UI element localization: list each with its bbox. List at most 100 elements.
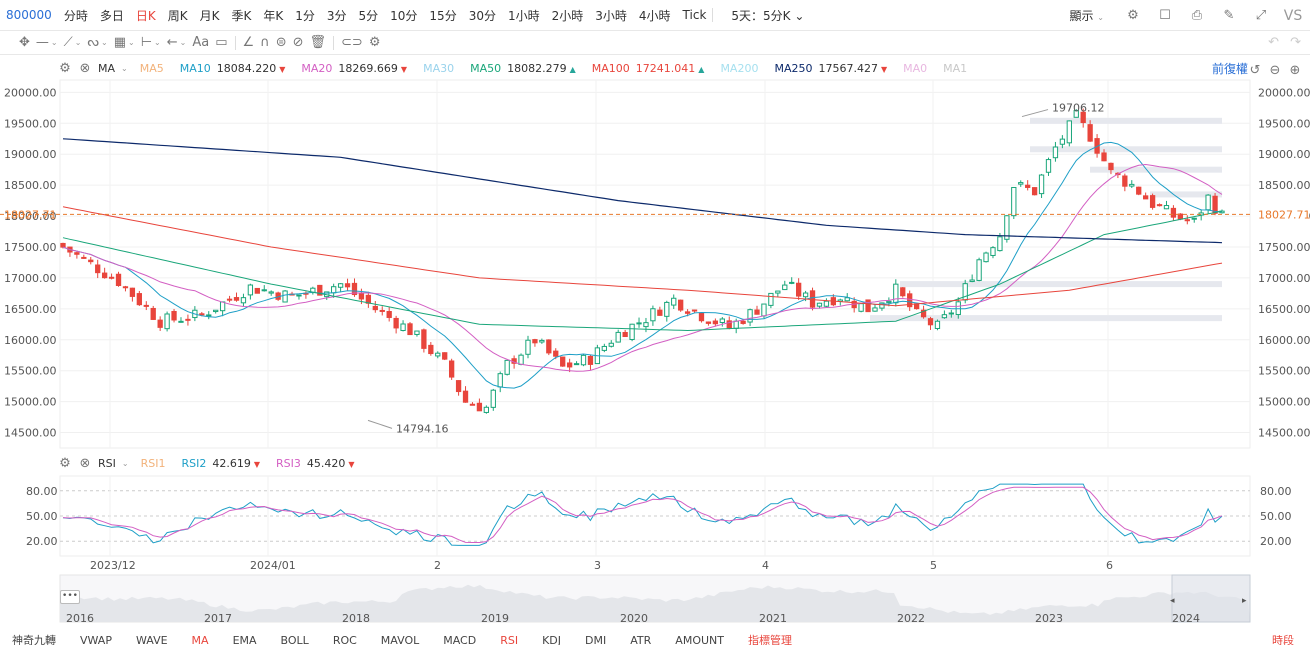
candle-body[interactable] [691,309,698,312]
candle-body[interactable] [879,302,885,309]
timeframe-14[interactable]: 2小時 [551,8,584,23]
candle-body[interactable] [816,302,823,307]
candle-body[interactable] [414,330,420,335]
trash-icon[interactable]: 🗑 [309,35,327,50]
candle-body[interactable] [206,314,212,317]
candle-body[interactable] [761,303,767,317]
candle-body[interactable] [1059,138,1066,145]
candle-body[interactable] [886,300,892,303]
candle-body[interactable] [789,281,795,284]
candle-body[interactable] [261,289,267,292]
candle-body[interactable] [88,259,94,263]
candle-body[interactable] [622,331,628,338]
candle-body[interactable] [1163,205,1170,210]
navigator-menu-icon[interactable]: ••• [60,590,80,604]
candle-body[interactable] [448,360,455,378]
minus-icon[interactable]: ⊖ [1269,62,1281,78]
candle-body[interactable] [941,314,948,319]
candle-body[interactable] [358,292,365,300]
candle-body[interactable] [650,308,656,322]
candle-body[interactable] [240,297,247,304]
symbol-label[interactable]: 800000 [6,8,52,22]
indicator-10[interactable]: KDJ [542,634,562,645]
candle-body[interactable] [726,320,732,329]
candle-body[interactable] [580,354,587,366]
candle-body[interactable] [157,319,163,328]
candle-body[interactable] [421,329,427,349]
navigator-window[interactable] [1171,574,1251,623]
candle-body[interactable] [1052,146,1059,159]
candle-body[interactable] [997,236,1003,252]
indicator-9[interactable]: RSI [500,634,519,645]
candle-body[interactable] [317,284,323,296]
candle-body[interactable] [560,356,566,367]
timeframe-15[interactable]: 3小時 [595,8,627,23]
indicator-14[interactable]: 指標管理 [747,634,792,645]
indicator-11[interactable]: DMI [585,634,607,645]
ruler-icon[interactable]: ∠ [242,35,255,50]
candle-body[interactable] [1136,186,1142,195]
rsi-close-icon[interactable]: ⊗ [79,455,91,471]
comment-icon[interactable]: ▭ [215,35,228,50]
indicator-6[interactable]: ROC [332,634,357,645]
candle-body[interactable] [469,403,476,406]
candle-body[interactable] [893,283,899,304]
candle-body[interactable] [331,286,337,294]
text-icon[interactable]: Aa [192,35,210,50]
candle-body[interactable] [1018,182,1024,185]
candle-body[interactable] [476,402,483,412]
candle-body[interactable] [81,256,87,259]
candle-body[interactable] [927,318,934,326]
candle-body[interactable] [143,304,149,307]
candle-body[interactable] [1156,204,1163,207]
candle-body[interactable] [920,309,927,318]
candle-body[interactable] [268,291,274,294]
candle-body[interactable] [546,339,552,354]
timeframe-17[interactable]: Tick [682,8,707,22]
timeframe-7[interactable]: 1分 [295,8,315,23]
plus-icon[interactable]: ⊕ [1289,62,1301,78]
candle-body[interactable] [747,309,753,323]
indicator-2[interactable]: WAVE [135,634,168,645]
candle-body[interactable] [164,313,170,330]
timeframe-3[interactable]: 周K [167,8,188,23]
ma-settings-icon[interactable]: ⚙ [59,60,71,76]
candle-body[interactable] [983,252,989,263]
candle-body[interactable] [254,287,260,294]
candle-body[interactable] [615,331,621,343]
candle-body[interactable] [233,297,240,301]
indicator-3[interactable]: MA [191,634,209,645]
timeframe-12[interactable]: 30分 [468,8,496,23]
candle-body[interactable] [671,297,677,306]
square-icon[interactable]: ☐ [1159,8,1171,23]
candle-body[interactable] [393,317,399,329]
candle-body[interactable] [115,273,122,286]
arrow-icon[interactable]: ← ⌄ [166,35,187,50]
candle-body[interactable] [934,320,941,329]
timeframe-13[interactable]: 1小時 [507,8,540,23]
gear-icon[interactable]: ⚙ [1127,8,1139,23]
timeframe-4[interactable]: 月K [199,8,220,23]
candle-body[interactable] [95,264,101,274]
candle-body[interactable] [178,320,184,323]
candle-body[interactable] [1143,195,1149,200]
candle-body[interactable] [601,345,607,351]
candle-body[interactable] [872,307,878,312]
candle-body[interactable] [1031,187,1038,196]
candle-body[interactable] [379,309,385,312]
candle-body[interactable] [213,309,219,313]
candle-body[interactable] [74,252,80,255]
candle-body[interactable] [1080,111,1086,123]
candle-body[interactable] [428,344,434,355]
lock-icon[interactable]: ⊜ [275,35,287,50]
candle-body[interactable] [740,320,746,324]
candle-body[interactable] [678,299,684,311]
candle-body[interactable] [108,276,115,279]
indicator-0[interactable]: 神奇九轉 [12,634,56,645]
candle-body[interactable] [455,380,462,393]
candle-body[interactable] [657,309,663,316]
settings-icon[interactable]: ⚙ [368,35,381,50]
candle-body[interactable] [587,355,594,365]
candle-body[interactable] [60,242,66,248]
